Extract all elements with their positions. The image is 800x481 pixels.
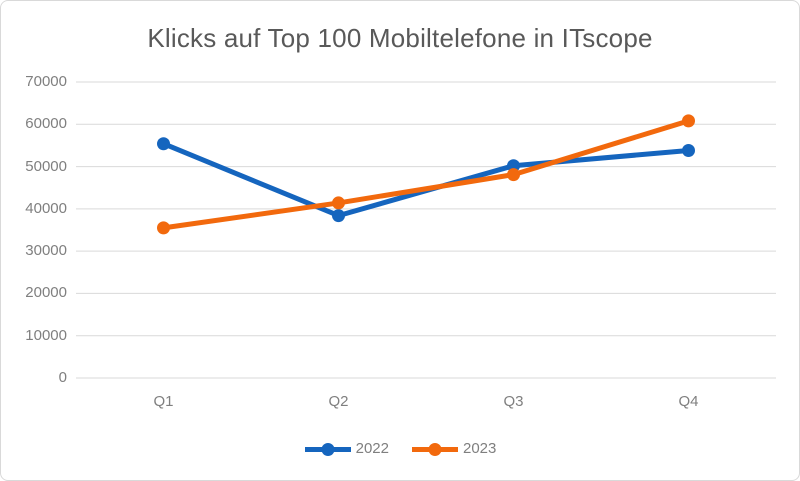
x-axis-category-label: Q1: [153, 393, 174, 410]
data-point-marker-2023: [157, 221, 170, 235]
data-point-marker-2022: [507, 159, 520, 173]
y-axis-tick-label: 40000: [25, 199, 67, 217]
legend-label: 2023: [463, 440, 497, 457]
data-point-marker-2022: [332, 209, 345, 223]
x-axis-category-label: Q4: [678, 393, 699, 410]
data-point-marker-2022: [157, 137, 170, 151]
series-line-2022: [161, 141, 691, 219]
y-axis-tick-label: 60000: [25, 115, 67, 133]
y-axis-tick-label: 10000: [25, 326, 67, 344]
legend-item-2022: 2022: [304, 440, 389, 458]
legend-line-marker-icon: [412, 442, 458, 456]
legend-item-2023: 2023: [411, 440, 496, 458]
data-point-marker-2022: [682, 144, 695, 158]
x-axis-category-label: Q2: [328, 393, 349, 410]
legend: 2022 2023: [1, 437, 799, 461]
series-line-2023: [161, 118, 691, 231]
data-point-marker-2023: [507, 168, 520, 182]
chart-title: Klicks auf Top 100 Mobiltelefone in ITsc…: [147, 23, 653, 53]
data-point-marker-2023: [332, 196, 345, 210]
x-axis-category-label: Q3: [503, 393, 524, 410]
y-axis-tick-label: 0: [58, 369, 67, 386]
y-axis-tick-label: 70000: [25, 73, 67, 90]
y-axis-tick-label: 30000: [25, 242, 67, 260]
y-axis-tick-label: 50000: [25, 157, 67, 175]
y-axis-tick-label: 20000: [25, 284, 67, 302]
legend-label: 2022: [355, 440, 389, 457]
legend-line-marker-icon: [304, 442, 351, 456]
data-point-marker-2023: [682, 114, 695, 128]
